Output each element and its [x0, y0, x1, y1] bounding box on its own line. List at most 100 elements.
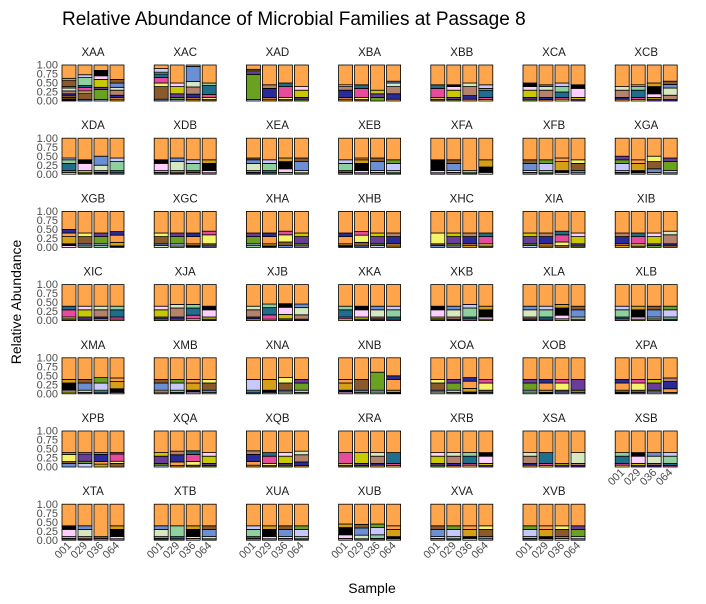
- bar-segment: [446, 159, 462, 164]
- bar-segment: [370, 503, 386, 525]
- bar-segment: [662, 210, 678, 232]
- bar-segment: [646, 232, 662, 237]
- bar-segment: [646, 93, 662, 98]
- bar-segment: [354, 378, 370, 391]
- bar-segment: [538, 525, 554, 530]
- bar-segment: [109, 462, 125, 468]
- bar-segment: [93, 382, 109, 391]
- bar-segment: [277, 455, 293, 464]
- bar-segment: [277, 210, 293, 232]
- bar-segment: [201, 455, 217, 464]
- bar-segment: [462, 210, 478, 234]
- bar-segment: [522, 378, 538, 384]
- bar-segment: [538, 236, 554, 245]
- bar-segment: [614, 382, 630, 391]
- bar-segment: [77, 378, 93, 384]
- bar-segment: [109, 137, 125, 159]
- bar-segment: [354, 84, 370, 89]
- facet-label: XJA: [175, 267, 196, 279]
- bar-segment: [554, 234, 570, 243]
- bar-segment: [93, 305, 109, 311]
- x-tick-label: 064: [193, 540, 214, 561]
- bar-segment: [338, 86, 354, 91]
- bar-segment: [245, 453, 261, 462]
- facet-label: XNB: [358, 340, 382, 352]
- bar-segment: [370, 534, 386, 539]
- bar-segment: [462, 95, 478, 100]
- x-tick-label: 064: [377, 540, 398, 561]
- bar-segment: [245, 236, 261, 245]
- bar-segment: [153, 503, 169, 527]
- bar-segment: [446, 378, 462, 384]
- bar-segment: [662, 230, 678, 236]
- bar-segment: [614, 357, 630, 380]
- bar-segment: [93, 70, 109, 77]
- bar-segment: [169, 161, 185, 172]
- bar-segment: [93, 309, 109, 318]
- bar-segment: [201, 305, 217, 311]
- bar-segment: [430, 525, 446, 530]
- bar-segment: [386, 305, 402, 311]
- bar-segment: [245, 430, 261, 452]
- bar-segment: [462, 357, 478, 378]
- bar-segment: [293, 503, 309, 527]
- bar-segment: [386, 529, 402, 538]
- bar-segment: [338, 284, 354, 307]
- bar-segment: [386, 159, 402, 164]
- bar-segment: [478, 382, 494, 391]
- x-tick-label: 064: [469, 540, 490, 561]
- bar-segment: [338, 309, 354, 318]
- bar-segment: [93, 75, 109, 80]
- bar-segment: [354, 241, 370, 247]
- bar-segment: [169, 525, 185, 537]
- y-tick-label: 0.50: [37, 151, 58, 163]
- bar-segment: [478, 232, 494, 237]
- bar-segment: [370, 232, 386, 237]
- bar-segment: [293, 64, 309, 88]
- bar-segment: [554, 230, 570, 236]
- bar-segment: [261, 303, 277, 309]
- bar-segment: [354, 231, 370, 236]
- bar-segment: [554, 241, 570, 246]
- bar-segment: [109, 305, 125, 311]
- bar-segment: [430, 64, 446, 86]
- bar-segment: [109, 388, 125, 393]
- bar-segment: [61, 64, 77, 79]
- bar-segment: [430, 210, 446, 234]
- y-tick-label: 0.25: [37, 87, 58, 99]
- bar-segment: [462, 284, 478, 305]
- bar-segment: [261, 314, 277, 320]
- bar-segment: [245, 529, 261, 538]
- bar-segment: [293, 430, 309, 452]
- bar-segment: [538, 137, 554, 161]
- bar-segment: [386, 284, 402, 307]
- bar-segment: [662, 388, 678, 393]
- bar-segment: [277, 161, 293, 170]
- bar-segment: [338, 534, 354, 539]
- bar-segment: [370, 284, 386, 307]
- bar-segment: [538, 159, 554, 164]
- bar-segment: [277, 382, 293, 391]
- facet-label: XUB: [358, 486, 382, 498]
- bar-segment: [386, 64, 402, 82]
- facet-label: XCB: [634, 47, 658, 59]
- facet-label: XEA: [266, 120, 289, 132]
- y-tick-label: 0.00: [37, 535, 58, 547]
- bar-segment: [446, 309, 462, 318]
- facet-label: XOB: [542, 340, 567, 352]
- bar-segment: [646, 168, 662, 173]
- bar-segment: [538, 232, 554, 237]
- bar-segment: [570, 430, 586, 454]
- bar-segment: [338, 137, 354, 161]
- bar-segment: [430, 430, 446, 454]
- bar-segment: [293, 157, 309, 162]
- bar-segment: [662, 284, 678, 307]
- bar-segment: [338, 305, 354, 311]
- bar-segment: [614, 378, 630, 384]
- bar-segment: [430, 452, 446, 457]
- bar-segment: [61, 525, 77, 530]
- y-tick-label: 0.25: [37, 160, 58, 172]
- bar-segment: [570, 162, 586, 171]
- bar-segment: [261, 503, 277, 527]
